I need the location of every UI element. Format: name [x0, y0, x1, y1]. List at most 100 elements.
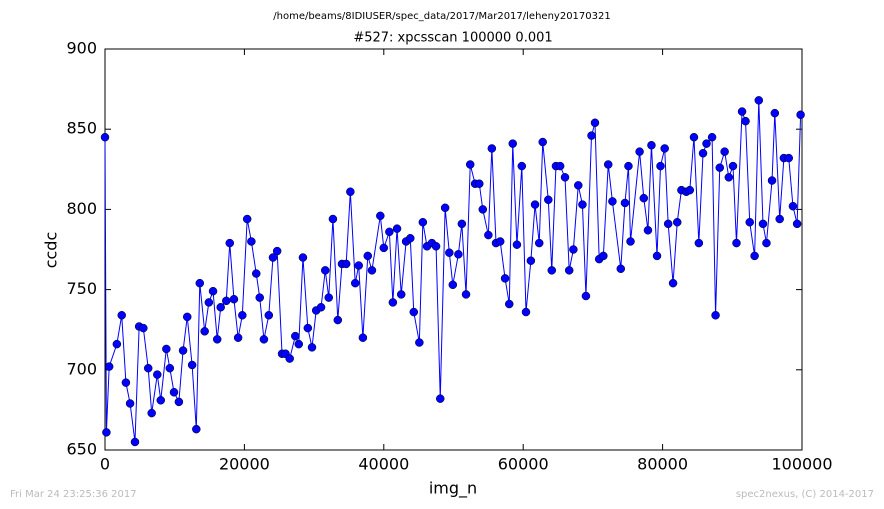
data-point: [324, 293, 333, 302]
data-point: [647, 140, 656, 150]
x-axis-label: img_n: [429, 479, 477, 499]
data-point: [796, 110, 805, 120]
data-point: [707, 132, 717, 142]
data-point: [321, 266, 330, 275]
data-point: [440, 203, 450, 213]
data-point: [102, 428, 111, 437]
data-point: [264, 311, 274, 320]
data-point: [754, 96, 764, 105]
data-point: [689, 132, 699, 142]
data-point: [169, 388, 179, 397]
data-point: [153, 370, 162, 379]
y-tick-label: 900: [66, 39, 97, 58]
data-point: [216, 302, 225, 312]
y-tick-label: 750: [66, 279, 97, 298]
data-point: [385, 227, 394, 237]
data-point: [418, 217, 428, 227]
data-point: [303, 323, 313, 333]
data-point: [784, 153, 794, 163]
data-point: [222, 296, 231, 306]
data-point: [294, 339, 304, 349]
data-point: [475, 179, 484, 188]
data-point: [392, 224, 402, 233]
x-tick-label: 80000: [637, 455, 688, 474]
data-point: [626, 237, 635, 246]
data-point: [354, 261, 363, 270]
data-point: [431, 242, 441, 251]
data-point: [379, 243, 389, 253]
data-point: [436, 394, 445, 403]
data-point: [247, 237, 256, 246]
footer-right: spec2nexus, (C) 2014-2017: [736, 489, 874, 500]
data-point: [409, 307, 419, 317]
data-point: [162, 344, 171, 354]
data-point: [367, 266, 377, 275]
data-point: [147, 408, 156, 418]
data-point: [720, 147, 729, 156]
data-point: [534, 238, 544, 248]
data-point: [732, 238, 741, 248]
data-point: [454, 250, 463, 259]
data-point: [656, 161, 665, 171]
data-point: [341, 259, 351, 269]
data-point: [259, 335, 269, 344]
data-point: [187, 360, 197, 370]
data-point: [672, 217, 682, 227]
data-point: [285, 354, 294, 363]
data-point: [694, 238, 704, 248]
data-point: [200, 327, 209, 336]
data-point: [517, 161, 527, 171]
data-point: [750, 251, 759, 261]
data-point: [792, 219, 802, 229]
data-point: [143, 363, 153, 373]
data-point: [495, 237, 505, 246]
data-point: [668, 278, 678, 288]
data-point: [117, 311, 126, 320]
x-tick-label: 100000: [771, 455, 832, 474]
y-tick-label: 650: [66, 440, 97, 459]
data-point: [255, 293, 264, 302]
data-point: [121, 378, 131, 387]
data-point: [526, 256, 536, 265]
data-point: [165, 363, 175, 373]
data-point: [603, 160, 613, 169]
footer-left: Fri Mar 24 23:25:36 2017: [10, 489, 137, 500]
data-point: [745, 217, 754, 227]
data-point: [767, 176, 777, 185]
data-point: [555, 161, 565, 171]
data-point: [702, 139, 711, 148]
data-point: [711, 311, 720, 320]
data-point: [616, 264, 626, 273]
data-point: [581, 291, 591, 301]
data-point: [192, 424, 201, 434]
plot-frame: [104, 48, 803, 451]
data-point: [505, 299, 514, 309]
data-point: [624, 161, 633, 171]
data-point: [376, 211, 385, 221]
data-point: [652, 251, 662, 261]
data-point: [388, 298, 398, 307]
data-point: [500, 274, 510, 283]
data-point: [762, 238, 771, 248]
data-point: [639, 193, 649, 203]
y-tick-label: 850: [66, 119, 97, 138]
data-point: [578, 200, 587, 209]
data-point: [328, 214, 338, 224]
data-point: [291, 331, 300, 341]
data-point: [599, 251, 608, 261]
data-point: [229, 294, 239, 304]
data-point: [130, 437, 140, 447]
data-point: [569, 245, 578, 254]
data-point: [635, 147, 644, 156]
data-point: [544, 195, 553, 205]
data-point: [156, 396, 166, 405]
data-point: [663, 219, 673, 229]
data-point: [788, 201, 798, 211]
data-point: [316, 302, 326, 312]
data-point: [346, 187, 355, 197]
y-tick-label: 800: [66, 199, 97, 218]
data-point: [685, 185, 695, 195]
data-point: [242, 214, 252, 224]
data-point: [698, 149, 708, 158]
data-point: [333, 315, 343, 325]
